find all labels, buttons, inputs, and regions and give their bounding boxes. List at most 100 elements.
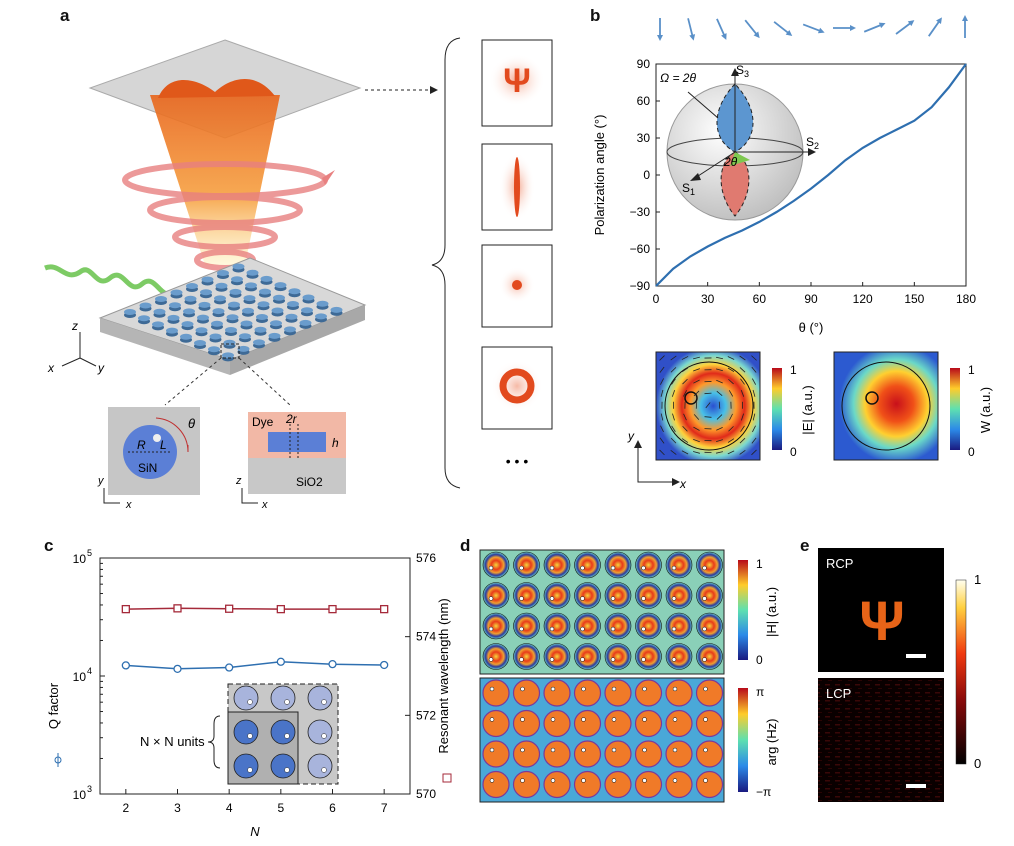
colorbar-H-label: |H| (a.u.) xyxy=(764,587,779,637)
quiver-arrow xyxy=(681,356,689,360)
quiver-arrow xyxy=(682,425,688,432)
pillar xyxy=(153,308,166,315)
panel-letter-b: b xyxy=(590,6,601,25)
unit-cell xyxy=(270,719,296,745)
h-field-cell xyxy=(604,551,632,579)
left-tick-label: 10 xyxy=(73,552,87,566)
pillar xyxy=(260,275,273,282)
field-axis-x: x xyxy=(679,477,687,491)
series-wavelength xyxy=(125,607,385,610)
quiver-arrow xyxy=(740,378,745,385)
axis-label-x: x xyxy=(47,361,55,375)
quiver-arrow xyxy=(716,426,723,431)
h-field-cell xyxy=(513,643,540,670)
pattern-dot-box xyxy=(481,244,553,328)
panel-letter-c: c xyxy=(44,536,54,555)
phase-cell xyxy=(482,740,510,768)
pillar xyxy=(166,327,178,334)
y-axis-label-left-c: Q factor xyxy=(46,682,61,729)
left-tick-exp: 4 xyxy=(87,666,92,676)
rcp-scalebar xyxy=(906,654,926,658)
h-field-cell xyxy=(696,612,723,640)
label-SiN: SiN xyxy=(138,461,157,475)
pillar xyxy=(239,333,251,340)
h-field-cell xyxy=(604,582,632,609)
inset-axis-x-2: x xyxy=(261,499,268,511)
inset-axis-z: z xyxy=(235,475,242,487)
h-field-cell xyxy=(604,612,632,640)
quiver-arrow xyxy=(715,451,724,454)
quiver-arrow xyxy=(671,378,676,385)
field-map-W xyxy=(833,351,939,461)
quiver-arrow xyxy=(693,368,700,372)
x-tick-label: 60 xyxy=(753,292,767,306)
polarization-arrow xyxy=(687,18,696,41)
panel-letter-a: a xyxy=(60,6,70,25)
rcp-psi: Ψ xyxy=(859,589,904,652)
pillar xyxy=(231,276,243,283)
pillar xyxy=(316,300,329,307)
q-factor-point xyxy=(173,664,182,673)
phase-cell xyxy=(482,679,510,707)
colorbar-H xyxy=(738,560,748,660)
pillar xyxy=(217,270,229,276)
phase-cell xyxy=(665,740,693,768)
pillar xyxy=(287,301,299,307)
output-beam xyxy=(150,95,280,265)
quiver-arrow xyxy=(752,389,756,397)
quiver-arrow xyxy=(683,413,687,421)
h-field-cell xyxy=(665,612,693,640)
lcp-label: LCP xyxy=(826,686,851,701)
h-field-cell xyxy=(696,582,723,609)
quiver-arrow xyxy=(741,413,744,421)
pillar xyxy=(302,294,315,301)
pillar xyxy=(246,269,259,276)
quiver-arrow xyxy=(704,416,712,418)
pillar xyxy=(240,320,253,327)
colorbar-arg-min: −π xyxy=(756,785,771,799)
y-tick-label: 60 xyxy=(637,94,651,108)
quiver-arrow xyxy=(693,426,700,431)
quiver-arrow xyxy=(660,378,664,385)
h-field-cell xyxy=(482,582,510,609)
unit-cell xyxy=(307,753,333,779)
quiver-arrow xyxy=(739,367,746,373)
pillar xyxy=(181,321,194,328)
pillar xyxy=(124,309,136,315)
label-dye: Dye xyxy=(252,415,274,429)
phase-cell xyxy=(695,679,724,707)
pillar xyxy=(243,295,256,302)
colorbar-E-label: |E| (a.u.) xyxy=(800,385,815,434)
quiver-arrow xyxy=(693,451,700,454)
axis-label-y: y xyxy=(97,361,105,375)
quiver-arrow xyxy=(660,413,664,421)
phase-cell xyxy=(573,770,602,799)
pillar xyxy=(198,301,211,308)
h-field-cell xyxy=(696,551,723,579)
pillar xyxy=(254,326,267,333)
s2-label: S2 xyxy=(806,135,819,151)
label-L: L xyxy=(160,438,167,452)
pillar xyxy=(256,314,268,320)
polarization-arrow xyxy=(744,19,760,39)
polarization-arrow xyxy=(773,21,793,37)
x-axis-label-b: θ (°) xyxy=(799,320,824,335)
polarization-arrow xyxy=(928,17,942,37)
pillar xyxy=(271,307,284,314)
pattern-line-box xyxy=(481,143,553,231)
colorbar-e-min: 0 xyxy=(974,756,981,771)
left-tick-label: 10 xyxy=(73,670,87,684)
panel-d-maps: 1 0 |H| (a.u.) π −π arg (Hz) xyxy=(479,549,779,803)
quiver-arrow xyxy=(682,378,688,385)
x-tick-label: 7 xyxy=(381,801,388,815)
lcp-scalebar xyxy=(906,784,926,788)
unit-cell xyxy=(270,685,296,711)
pillar xyxy=(180,333,192,340)
colorbar-e xyxy=(955,579,967,765)
unit-grid-inset xyxy=(227,683,339,785)
h-field-cell xyxy=(604,643,632,670)
omega-label: Ω = 2θ xyxy=(660,71,696,85)
colorbar-H-max: 1 xyxy=(756,557,763,571)
h-field-cell xyxy=(513,551,540,579)
x-tick-label: 5 xyxy=(277,801,284,815)
